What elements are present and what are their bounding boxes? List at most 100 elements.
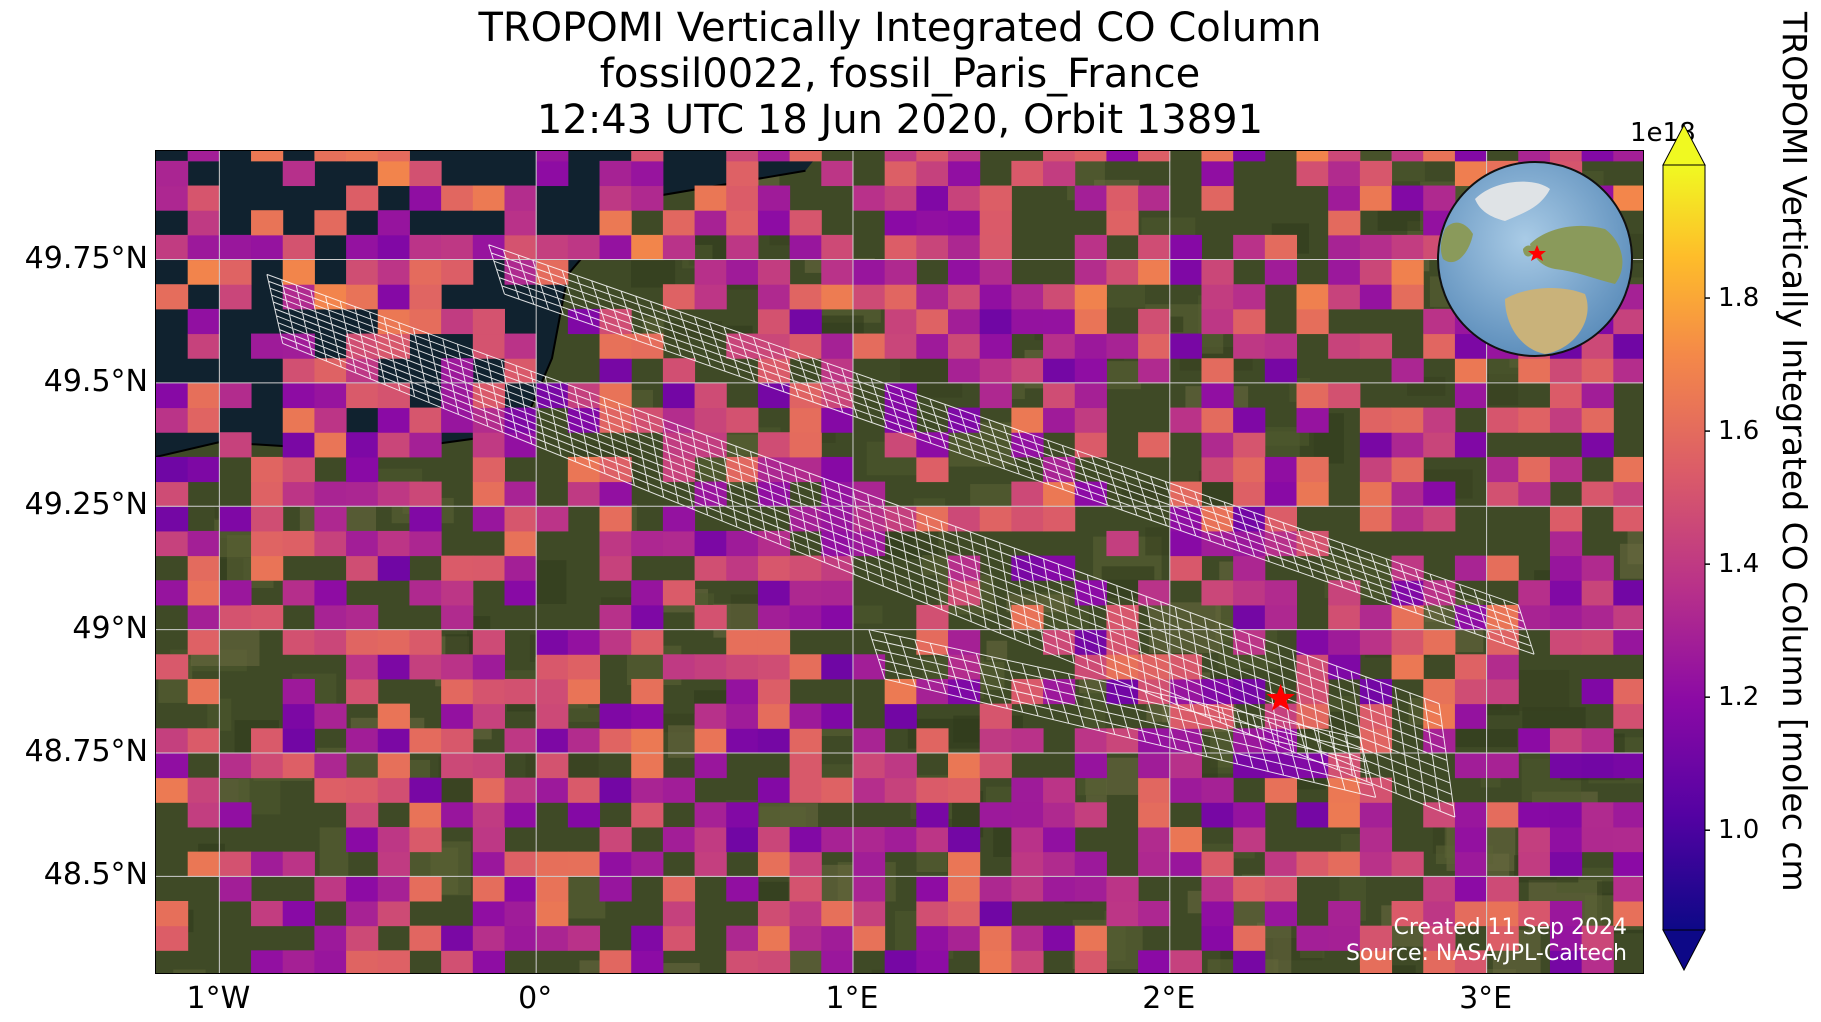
co-pixel xyxy=(1296,925,1329,951)
co-pixel xyxy=(1074,358,1107,384)
co-pixel xyxy=(314,284,347,310)
co-pixel xyxy=(567,925,601,951)
co-pixel xyxy=(187,851,220,877)
co-pixel xyxy=(1454,802,1488,828)
co-pixel xyxy=(1423,151,1456,162)
co-pixel xyxy=(916,604,949,631)
co-pixel xyxy=(1454,703,1488,729)
co-pixel xyxy=(884,185,917,211)
co-pixel xyxy=(1074,407,1107,433)
co-pixel xyxy=(916,950,949,973)
globe-eurasia xyxy=(1530,225,1623,284)
co-pixel xyxy=(1423,308,1456,335)
co-pixel xyxy=(441,604,474,631)
co-pixel xyxy=(757,210,791,236)
co-pixel xyxy=(346,802,379,828)
co-pixel xyxy=(1011,876,1044,902)
co-pixel xyxy=(662,900,696,927)
co-pixel xyxy=(757,555,791,581)
co-pixel xyxy=(314,629,347,655)
co-pixel xyxy=(409,259,442,285)
co-pixel xyxy=(1233,876,1266,902)
co-pixel xyxy=(1233,308,1266,335)
co-pixel xyxy=(916,234,949,261)
co-pixel xyxy=(219,259,252,285)
co-pixel xyxy=(156,185,189,211)
co-pixel xyxy=(536,506,569,532)
co-pixel xyxy=(726,826,759,853)
co-pixel xyxy=(1233,234,1266,261)
co-pixel xyxy=(1233,481,1266,507)
co-pixel xyxy=(1264,259,1298,285)
co-pixel xyxy=(409,876,442,902)
co-pixel xyxy=(1011,308,1044,335)
co-pixel xyxy=(1169,407,1202,433)
colorbar-tick-label: 1.8 xyxy=(1718,283,1760,314)
co-pixel xyxy=(1328,629,1361,655)
co-pixel xyxy=(187,802,220,828)
co-pixel xyxy=(1043,802,1076,828)
co-pixel xyxy=(1074,580,1107,606)
co-pixel xyxy=(916,678,949,705)
co-pixel xyxy=(377,555,410,581)
co-pixel xyxy=(852,777,886,803)
co-pixel xyxy=(441,234,474,261)
co-pixel xyxy=(1454,654,1488,680)
co-pixel xyxy=(694,555,727,581)
co-pixel xyxy=(979,284,1012,310)
co-pixel xyxy=(314,530,347,557)
globe-britain xyxy=(1523,245,1534,257)
co-pixel xyxy=(1074,752,1107,779)
co-pixel xyxy=(757,481,791,507)
co-pixel xyxy=(504,333,537,359)
co-pixel xyxy=(251,950,284,973)
co-pixel xyxy=(979,802,1012,828)
co-pixel xyxy=(1011,728,1044,754)
co-pixel xyxy=(757,777,791,803)
co-pixel xyxy=(1581,432,1614,458)
co-pixel xyxy=(726,234,759,261)
co-pixel xyxy=(1486,407,1519,433)
co-pixel xyxy=(314,407,347,433)
co-pixel xyxy=(314,752,347,779)
co-pixel xyxy=(536,703,569,729)
co-pixel xyxy=(1106,210,1139,236)
co-pixel xyxy=(789,851,822,877)
co-pixel xyxy=(472,950,505,973)
co-pixel xyxy=(1359,234,1393,261)
co-pixel xyxy=(346,629,379,655)
co-pixel xyxy=(662,925,696,951)
co-pixel xyxy=(1233,752,1266,779)
co-pixel xyxy=(314,382,347,409)
colorbar-tick-label: 1.2 xyxy=(1718,682,1760,713)
map-panel[interactable]: Created 11 Sep 2024 Source: NASA/JPL-Cal… xyxy=(155,150,1644,974)
co-pixel xyxy=(726,654,759,680)
co-pixel xyxy=(219,851,252,877)
co-pixel xyxy=(377,851,410,877)
co-pixel xyxy=(1518,456,1551,483)
co-pixel xyxy=(1169,481,1202,507)
target-swath-grid xyxy=(868,629,1377,798)
co-pixel xyxy=(916,506,949,532)
co-pixel xyxy=(884,752,917,779)
co-pixel xyxy=(726,530,759,557)
globe-target-marker xyxy=(1528,245,1546,261)
co-pixel xyxy=(884,308,917,335)
land-texture-patch xyxy=(986,640,1008,661)
co-pixel xyxy=(1264,777,1298,803)
co-pixel xyxy=(472,752,505,779)
inset-globe xyxy=(1437,161,1633,357)
co-pixel xyxy=(821,259,854,285)
co-pixel xyxy=(1391,481,1424,507)
co-pixel xyxy=(1043,160,1076,187)
co-pixel xyxy=(156,407,189,433)
co-pixel xyxy=(346,185,379,211)
co-pixel xyxy=(1106,333,1139,359)
co-pixel xyxy=(948,777,981,803)
co-pixel xyxy=(1106,728,1139,754)
co-pixel xyxy=(694,826,727,853)
co-pixel xyxy=(1359,185,1393,211)
co-pixel xyxy=(1518,604,1551,631)
co-pixel xyxy=(346,151,379,162)
co-pixel xyxy=(346,900,379,927)
